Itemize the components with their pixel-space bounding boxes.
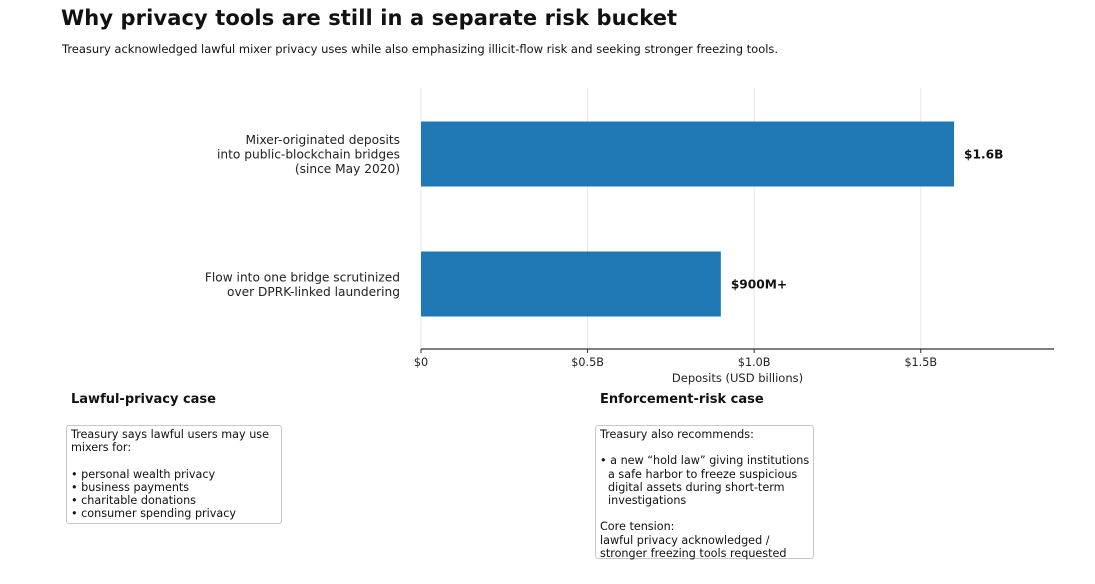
category-label-line: Mixer-originated deposits xyxy=(246,133,400,147)
x-axis-label: Deposits (USD billions) xyxy=(672,371,803,385)
category-label-line: Flow into one bridge scrutinized xyxy=(205,270,400,284)
enforcement-risk-note: Treasury also recommends: • a new “hold … xyxy=(595,425,814,560)
core-tension-line: lawful privacy acknowledged / xyxy=(600,533,770,547)
lawful-intro-line-2: mixers for: xyxy=(71,441,132,455)
lawful-item: • consumer spending privacy xyxy=(71,507,237,521)
x-tick-label: $0 xyxy=(414,356,428,369)
category-label: Mixer-originated deposits into public-blo… xyxy=(217,133,400,176)
core-tension-label: Core tension: xyxy=(600,520,675,534)
enforcement-risk-heading: Enforcement-risk case xyxy=(600,392,764,407)
core-tension-line: stronger freezing tools requested xyxy=(600,546,787,560)
lawful-privacy-heading: Lawful-privacy case xyxy=(71,392,216,407)
bar-chart: Mixer-originated deposits into public-blo… xyxy=(205,88,1054,385)
enforcement-bullet-line: investigations xyxy=(608,494,687,507)
page-title: Why privacy tools are still in a separat… xyxy=(61,6,678,30)
lawful-intro-line-1: Treasury says lawful users may use xyxy=(71,428,269,441)
spacer xyxy=(600,507,809,520)
enforcement-bullet-line: a safe harbor to freeze suspicious xyxy=(608,467,798,481)
lawful-item: • charitable donations xyxy=(71,494,197,507)
category-label-line: (since May 2020) xyxy=(295,162,400,176)
lawful-item: • business payments xyxy=(71,480,190,494)
x-tick-label: $1.0B xyxy=(738,356,771,369)
enforcement-intro: Treasury also recommends: xyxy=(600,428,754,441)
spacer xyxy=(71,454,277,467)
lawful-item: • personal wealth privacy xyxy=(71,467,216,481)
page-subtitle: Treasury acknowledged lawful mixer priva… xyxy=(62,42,779,56)
value-label: $900M+ xyxy=(731,278,787,292)
lawful-privacy-note: Treasury says lawful users may use mixer… xyxy=(66,425,282,524)
bar xyxy=(421,251,721,317)
category-label: Flow into one bridge scrutinized over DPR… xyxy=(205,270,400,299)
enforcement-bullet-line: • a new “hold law” giving institutions xyxy=(600,454,810,468)
bar xyxy=(421,121,955,187)
x-tick-label: $0.5B xyxy=(571,356,604,369)
category-label-line: into public-blockchain bridges xyxy=(217,148,400,162)
category-label-line: over DPRK-linked laundering xyxy=(227,285,400,299)
value-label: $1.6B xyxy=(964,148,1003,162)
spacer xyxy=(600,441,809,454)
x-tick-label: $1.5B xyxy=(904,356,937,369)
enforcement-bullet-line: digital assets during short-term xyxy=(608,480,785,494)
